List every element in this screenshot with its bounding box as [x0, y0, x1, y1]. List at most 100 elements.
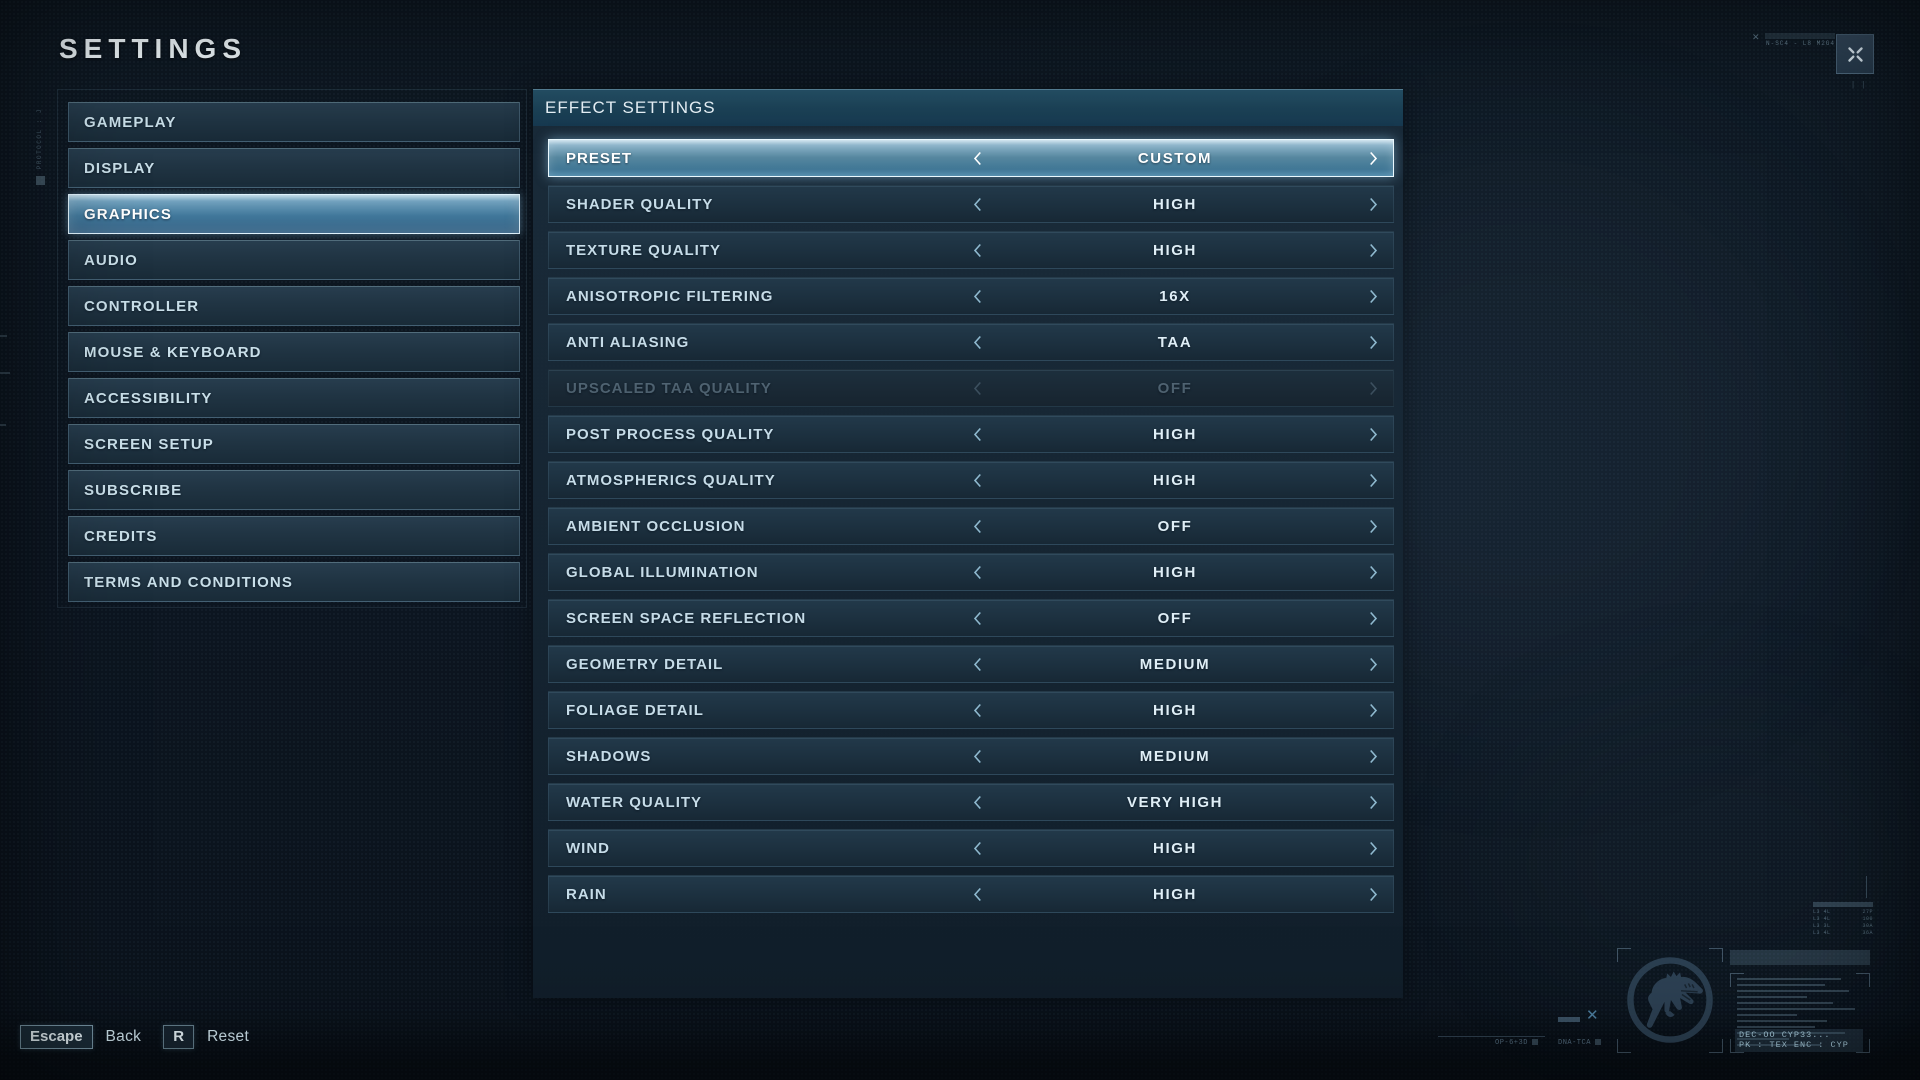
setting-row-rain[interactable]: RAIN HIGH [548, 875, 1394, 913]
settings-rows: PRESET CUSTOM SHADER QUALITY HIGH TEXTUR… [533, 126, 1403, 913]
chevron-left-icon[interactable] [969, 335, 985, 350]
setting-row-preset[interactable]: PRESET CUSTOM [548, 139, 1394, 177]
chevron-right-icon[interactable] [1365, 243, 1381, 258]
r-keycap[interactable]: R [163, 1025, 195, 1049]
setting-value: HIGH [1153, 471, 1197, 489]
sidebar-item-screen-setup[interactable]: SCREEN SETUP [68, 424, 520, 464]
escape-keycap[interactable]: Escape [20, 1025, 93, 1049]
code-bars [1737, 978, 1859, 1050]
chevron-right-icon[interactable] [1365, 565, 1381, 580]
window-toggle-button[interactable] [1836, 34, 1874, 74]
setting-row-foliage-detail[interactable]: FOLIAGE DETAIL HIGH [548, 691, 1394, 729]
sidebar-item-mouse-keyboard[interactable]: MOUSE & KEYBOARD [68, 332, 520, 372]
setting-label: SCREEN SPACE REFLECTION [566, 609, 807, 627]
chevron-right-icon[interactable] [1365, 289, 1381, 304]
chevron-right-icon[interactable] [1365, 703, 1381, 718]
sidebar-item-credits[interactable]: CREDITS [68, 516, 520, 556]
setting-row-texture-quality[interactable]: TEXTURE QUALITY HIGH [548, 231, 1394, 269]
hud-decor-text: N-SC4 - L8 M2G4 [1766, 40, 1836, 47]
cross-icon [1847, 46, 1863, 62]
chevron-left-icon[interactable] [969, 243, 985, 258]
chevron-left-icon[interactable] [969, 427, 985, 442]
chevron-right-icon[interactable] [1365, 611, 1381, 626]
setting-value: TAA [1157, 333, 1193, 351]
sidebar-item-accessibility[interactable]: ACCESSIBILITY [68, 378, 520, 418]
chevron-left-icon[interactable] [969, 381, 985, 396]
chevron-left-icon[interactable] [969, 289, 985, 304]
chevron-left-icon[interactable] [969, 749, 985, 764]
chevron-right-icon[interactable] [1365, 151, 1381, 166]
back-button[interactable]: Back [105, 1028, 142, 1045]
chevron-right-icon[interactable] [1365, 381, 1381, 396]
setting-row-post-process-quality[interactable]: POST PROCESS QUALITY HIGH [548, 415, 1394, 453]
setting-value: MEDIUM [1139, 655, 1211, 673]
setting-row-shadows[interactable]: SHADOWS MEDIUM [548, 737, 1394, 775]
chevron-right-icon[interactable] [1365, 749, 1381, 764]
setting-value: OFF [1157, 517, 1193, 535]
sidebar-item-controller[interactable]: CONTROLLER [68, 286, 520, 326]
chevron-left-icon[interactable] [969, 473, 985, 488]
setting-value: HIGH [1153, 425, 1197, 443]
hud-topright-note: ✕ N-SC4 - L8 M2G4 [1752, 30, 1838, 50]
setting-row-atmospherics-quality[interactable]: ATMOSPHERICS QUALITY HIGH [548, 461, 1394, 499]
chevron-left-icon[interactable] [969, 795, 985, 810]
background-rock-silhouette [1500, 700, 1920, 1020]
hud-stat-block: L3 4L 27P L3 4L 100 L3 3L 30A L3 4L 36A [1813, 902, 1873, 937]
setting-value: HIGH [1153, 885, 1197, 903]
setting-row-anti-aliasing[interactable]: ANTI ALIASING TAA [548, 323, 1394, 361]
sidebar-item-terms-and-conditions[interactable]: TERMS AND CONDITIONS [68, 562, 520, 602]
chevron-left-icon[interactable] [969, 197, 985, 212]
setting-label: PRESET [566, 149, 633, 167]
setting-row-geometry-detail[interactable]: GEOMETRY DETAIL MEDIUM [548, 645, 1394, 683]
setting-label: ATMOSPHERICS QUALITY [566, 471, 776, 489]
setting-value: 16X [1159, 287, 1191, 305]
setting-row-shader-quality[interactable]: SHADER QUALITY HIGH [548, 185, 1394, 223]
chevron-left-icon[interactable] [969, 887, 985, 902]
chevron-right-icon[interactable] [1365, 657, 1381, 672]
setting-row-ambient-occlusion[interactable]: AMBIENT OCCLUSION OFF [548, 507, 1394, 545]
highlight-bar [1765, 33, 1835, 39]
chevron-left-icon[interactable] [969, 565, 985, 580]
chevron-right-icon[interactable] [1365, 887, 1381, 902]
chevron-right-icon[interactable] [1365, 519, 1381, 534]
setting-label: GEOMETRY DETAIL [566, 655, 724, 673]
chevron-right-icon[interactable] [1365, 197, 1381, 212]
chevron-left-icon[interactable] [969, 703, 985, 718]
chevron-left-icon[interactable] [969, 611, 985, 626]
setting-label: GLOBAL ILLUMINATION [566, 563, 759, 581]
sidebar-item-subscribe[interactable]: SUBSCRIBE [68, 470, 520, 510]
hud-title-bar [1730, 950, 1870, 965]
setting-row-wind[interactable]: WIND HIGH [548, 829, 1394, 867]
setting-row-screen-space-reflection[interactable]: SCREEN SPACE REFLECTION OFF [548, 599, 1394, 637]
reset-button[interactable]: Reset [207, 1028, 250, 1045]
chevron-right-icon[interactable] [1365, 841, 1381, 856]
chevron-right-icon[interactable] [1365, 335, 1381, 350]
setting-value: OFF [1157, 379, 1193, 397]
sidebar-item-display[interactable]: DISPLAY [68, 148, 520, 188]
setting-row-anisotropic-filtering[interactable]: ANISOTROPIC FILTERING 16X [548, 277, 1394, 315]
hud-bottom-right: L3 4L 27P L3 4L 100 L3 3L 30A L3 4L 36A [1430, 870, 1890, 1070]
chevron-right-icon[interactable] [1365, 473, 1381, 488]
hud-code-panel: DEC-OO CYP33... PK : TEX ENC : CYP [1730, 973, 1870, 1053]
chevron-left-icon[interactable] [969, 657, 985, 672]
panel-header: EFFECT SETTINGS [533, 89, 1403, 126]
chevron-left-icon[interactable] [969, 519, 985, 534]
setting-row-global-illumination[interactable]: GLOBAL ILLUMINATION HIGH [548, 553, 1394, 591]
chevron-left-icon[interactable] [969, 151, 985, 166]
jurassic-logo-frame [1617, 948, 1723, 1053]
hud-x-icon: ✕ [1586, 1007, 1599, 1024]
setting-label: AMBIENT OCCLUSION [566, 517, 746, 535]
sidebar-item-graphics[interactable]: GRAPHICS [68, 194, 520, 234]
chevron-left-icon[interactable] [969, 841, 985, 856]
setting-row-water-quality[interactable]: WATER QUALITY VERY HIGH [548, 783, 1394, 821]
sidebar-item-audio[interactable]: AUDIO [68, 240, 520, 280]
panel-title: EFFECT SETTINGS [545, 97, 716, 117]
setting-value: VERY HIGH [1126, 793, 1224, 811]
setting-label: ANTI ALIASING [566, 333, 690, 351]
decor-square [36, 176, 45, 185]
setting-row-upscaled-taa-quality[interactable]: UPSCALED TAA QUALITY OFF [548, 369, 1394, 407]
chevron-right-icon[interactable] [1365, 427, 1381, 442]
sidebar-item-gameplay[interactable]: GAMEPLAY [68, 102, 520, 142]
chevron-right-icon[interactable] [1365, 795, 1381, 810]
settings-sidebar: GAMEPLAY DISPLAY GRAPHICS AUDIO CONTROLL… [68, 102, 520, 608]
